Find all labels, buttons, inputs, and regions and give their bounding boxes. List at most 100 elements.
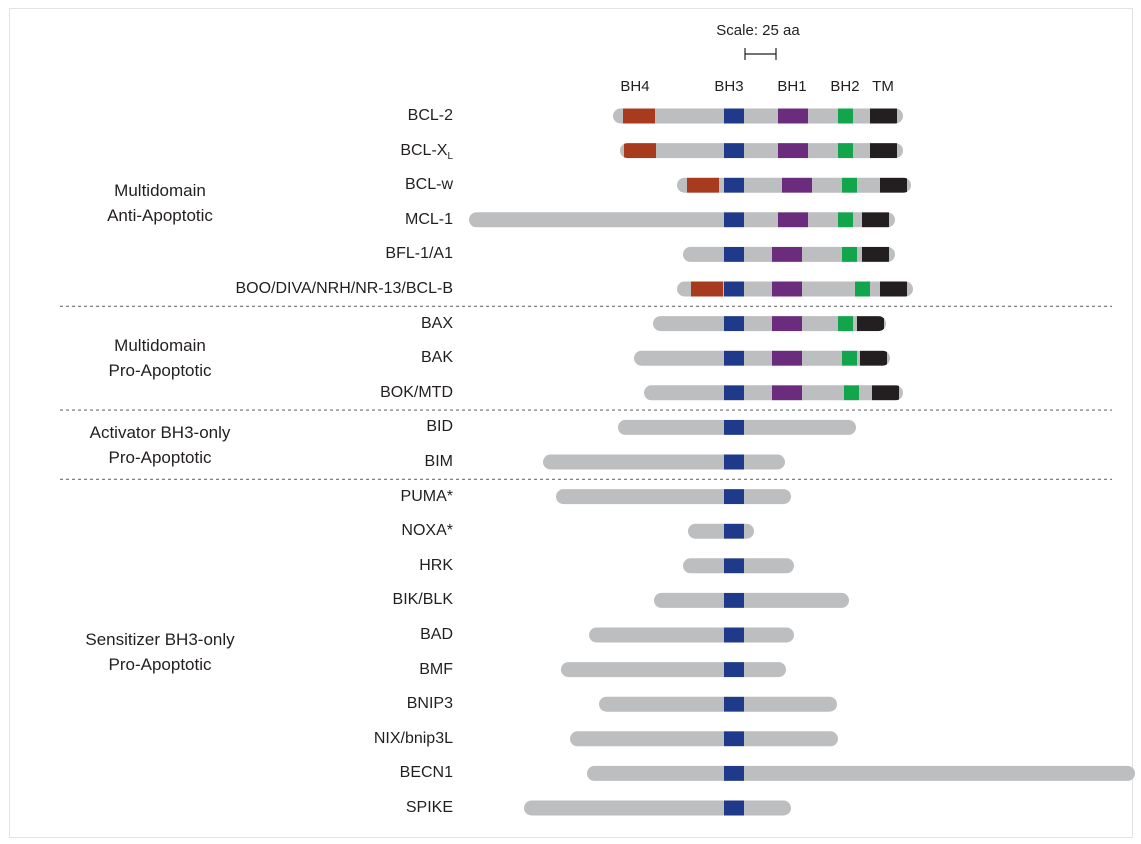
domain-header-bh2: BH2 — [830, 78, 860, 95]
domain-bh1 — [782, 177, 812, 193]
domain-bh2 — [844, 385, 859, 401]
protein-label-bcl-w: BCL-w — [405, 175, 453, 195]
group-label-3: Activator BH3-only Pro-Apoptotic — [40, 420, 280, 470]
protein-name: BOO/DIVA/NRH/NR-13/BCL-B — [235, 280, 453, 297]
protein-label-bid: BID — [426, 417, 453, 437]
protein-bar-becn1 — [587, 765, 1135, 781]
protein-name: SPIKE — [405, 799, 453, 816]
domain-bh3 — [724, 731, 744, 747]
domain-bh3 — [724, 765, 744, 781]
domain-tm — [862, 212, 889, 228]
protein-name: NIX/bnip3L — [373, 729, 453, 747]
protein-bar-bnip3 — [599, 696, 837, 712]
protein-label-mcl-1: MCL-1 — [405, 210, 453, 230]
protein-backbone — [620, 143, 903, 159]
domain-bh3 — [724, 350, 744, 366]
protein-name: BID — [426, 418, 453, 436]
protein-backbone — [653, 316, 886, 332]
protein-label-boo-diva-nrh-nr-13-bcl-b: BOO/DIVA/NRH/NR-13/BCL-B — [235, 279, 453, 299]
protein-name: BAX — [420, 314, 453, 332]
domain-bh1 — [772, 281, 802, 297]
protein-name: BNIP3 — [406, 695, 453, 713]
domain-tm — [880, 281, 907, 297]
domain-bh3 — [724, 316, 744, 332]
protein-backbone — [543, 454, 785, 470]
group-label-1: Multidomain Anti-Apoptotic — [40, 178, 280, 228]
protein-label-bmf: BMF — [419, 660, 453, 680]
protein-name: BCL-X — [400, 141, 448, 159]
domain-header-bh3: BH3 — [714, 78, 744, 95]
domain-bh4 — [691, 281, 723, 297]
protein-name: BAK — [420, 349, 453, 367]
group-label-line1: Multidomain — [114, 180, 206, 200]
protein-backbone — [556, 489, 791, 505]
scale-label: Scale: 25 aa — [716, 22, 800, 39]
protein-backbone — [524, 800, 791, 816]
protein-bar-bax — [653, 316, 886, 332]
protein-label-bim: BIM — [425, 452, 453, 472]
domain-bh3 — [724, 489, 744, 505]
domain-bh2 — [838, 212, 853, 228]
domain-bh4 — [687, 177, 719, 193]
domain-bh3 — [724, 662, 744, 678]
domain-bh1 — [778, 143, 808, 159]
domain-tm — [860, 350, 887, 366]
figure-border — [9, 8, 1133, 838]
protein-name: BFL-1/A1 — [385, 245, 453, 263]
protein-label-bfl-1-a1: BFL-1/A1 — [385, 244, 453, 264]
domain-bh1 — [772, 350, 802, 366]
group-label-2: Multidomain Pro-Apoptotic — [40, 333, 280, 383]
domain-tm — [872, 385, 899, 401]
protein-backbone — [561, 662, 786, 678]
scale-bar — [744, 48, 777, 60]
domain-bh4 — [623, 108, 655, 124]
protein-label-spike: SPIKE — [406, 798, 453, 818]
domain-bh3 — [724, 212, 744, 228]
domain-bh3 — [724, 143, 744, 159]
protein-name: BCL-2 — [407, 107, 453, 124]
domain-header-bh1: BH1 — [777, 78, 807, 95]
group-label-line1: Multidomain — [114, 336, 206, 356]
protein-label-bcl-x: BCL-XL — [400, 141, 453, 167]
protein-backbone — [654, 592, 849, 608]
protein-bar-bik-blk — [654, 592, 849, 608]
protein-bar-bcl-x — [620, 143, 903, 159]
group-separators — [60, 305, 1112, 480]
protein-bar-mcl-1 — [469, 212, 895, 228]
domain-bh2 — [842, 350, 857, 366]
protein-name: BIK/BLK — [392, 591, 453, 609]
protein-bar-bfl-1-a1 — [683, 246, 895, 262]
protein-bar-puma — [556, 489, 791, 505]
domain-bh1 — [772, 385, 802, 401]
protein-bar-boo-diva-nrh-nr-13-bcl-b — [677, 281, 913, 297]
protein-name: BAD — [420, 626, 453, 643]
domain-bh2 — [842, 177, 857, 193]
protein-backbone — [587, 765, 1135, 781]
protein-name: BECN1 — [399, 764, 453, 782]
protein-name: BCL-w — [404, 176, 453, 194]
protein-name: NOXA* — [401, 522, 453, 540]
protein-backbone — [634, 350, 890, 366]
protein-name: MCL-1 — [404, 210, 453, 228]
protein-label-bnip3: BNIP3 — [407, 694, 453, 714]
protein-bar-bim — [543, 454, 785, 470]
protein-label-hrk: HRK — [419, 556, 453, 576]
domain-bh1 — [772, 316, 802, 332]
domain-header-tm: TM — [872, 78, 894, 95]
domain-bh3 — [724, 800, 744, 816]
protein-label-nix-bnip3l: NIX/bnip3L — [374, 729, 453, 749]
protein-backbone — [688, 523, 754, 539]
domain-bh3 — [724, 523, 744, 539]
protein-bar-bid — [618, 419, 856, 435]
domain-tm — [880, 177, 907, 193]
domain-header-bh4: BH4 — [620, 78, 650, 95]
group-label-line1: Activator BH3-only — [89, 422, 231, 442]
protein-label-puma: PUMA* — [401, 487, 453, 507]
protein-name: PUMA* — [400, 487, 453, 505]
domain-bh3 — [724, 696, 744, 712]
domain-tm — [870, 108, 897, 124]
domain-tm — [862, 246, 889, 262]
protein-name: BOK/MTD — [380, 383, 453, 401]
domain-bh2 — [838, 143, 853, 159]
